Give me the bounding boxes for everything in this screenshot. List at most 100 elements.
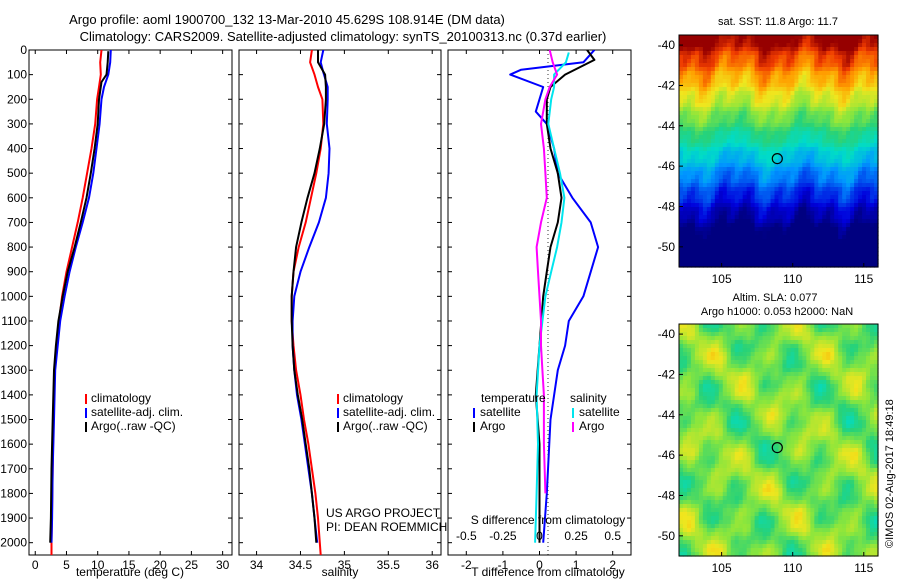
heatmap-cell — [814, 203, 819, 208]
heatmap-cell — [818, 336, 823, 341]
heatmap-cell — [818, 388, 823, 393]
heatmap-cell — [778, 384, 784, 389]
heatmap-cell — [706, 35, 712, 40]
heatmap-cell — [834, 35, 839, 40]
heatmap-cell — [762, 372, 768, 377]
heatmap-cell — [866, 99, 871, 104]
heatmap-cell — [846, 396, 851, 401]
heatmap-cell — [694, 360, 700, 365]
heatmap-cell — [826, 191, 831, 196]
heatmap-cell — [858, 332, 863, 337]
heatmap-cell — [822, 396, 827, 401]
heatmap-cell — [738, 392, 744, 397]
heatmap-cell — [786, 384, 792, 389]
heatmap-cell — [818, 183, 823, 188]
heatmap-cell — [738, 416, 744, 421]
heatmap-cell — [742, 51, 748, 56]
heatmap-cell — [714, 376, 720, 381]
heatmap-cell — [722, 388, 728, 393]
heatmap-cell — [834, 203, 839, 208]
heatmap-cell — [694, 255, 700, 260]
heatmap-cell — [850, 187, 855, 192]
heatmap-cell — [854, 51, 859, 56]
heatmap-cell — [734, 227, 740, 232]
heatmap-cell — [782, 63, 788, 68]
heatmap-cell — [838, 404, 843, 409]
heatmap-cell — [842, 87, 847, 92]
heatmap-cell — [830, 392, 835, 397]
heatmap-cell — [802, 99, 807, 104]
heatmap-cell — [814, 396, 819, 401]
heatmap-cell — [850, 384, 855, 389]
heatmap-cell — [854, 239, 859, 244]
heatmap-cell — [822, 348, 827, 353]
heatmap-cell — [750, 199, 756, 204]
heatmap-cell — [862, 147, 867, 152]
heatmap-cell — [862, 372, 867, 377]
heatmap-cell — [730, 328, 736, 333]
heatmap-cell — [702, 111, 708, 116]
heatmap-cell — [830, 75, 835, 80]
heatmap-cell — [842, 211, 847, 216]
heatmap-cell — [679, 203, 684, 208]
heatmap-cell — [750, 340, 756, 345]
heatmap-cell — [742, 356, 748, 361]
heatmap-cell — [770, 167, 776, 172]
heatmap-cell — [750, 420, 756, 425]
heatmap-cell — [770, 223, 776, 228]
heatmap-cell — [842, 352, 847, 357]
heatmap-cell — [802, 344, 807, 349]
heatmap-cell — [679, 187, 684, 192]
heatmap-cell — [714, 47, 720, 52]
heatmap-cell — [846, 352, 851, 357]
heatmap-cell — [679, 440, 684, 445]
heatmap-cell — [826, 464, 831, 469]
heatmap-cell — [774, 123, 780, 128]
heatmap-cell — [718, 223, 724, 228]
heatmap-cell — [806, 219, 811, 224]
heatmap-cell — [866, 460, 871, 465]
heatmap-cell — [870, 39, 875, 44]
heatmap-cell — [734, 251, 740, 256]
heatmap-cell — [870, 115, 875, 120]
heatmap-cell — [750, 111, 756, 116]
heatmap-cell — [862, 251, 867, 256]
heatmap-cell — [698, 155, 704, 160]
heatmap-cell — [822, 127, 827, 132]
heatmap-cell — [830, 47, 835, 52]
heatmap-cell — [818, 392, 823, 397]
heatmap-cell — [842, 247, 847, 252]
heatmap-cell — [730, 235, 736, 240]
heatmap-cell — [814, 231, 819, 236]
heatmap-cell — [794, 448, 799, 453]
heatmap-cell — [734, 143, 740, 148]
sst-map-title: sat. SST: 11.8 Argo: 11.7 — [718, 16, 838, 28]
heatmap-cell — [679, 428, 684, 433]
heatmap-cell — [722, 163, 728, 168]
heatmap-cell — [710, 91, 716, 96]
heatmap-cell — [682, 336, 688, 341]
heatmap-cell — [706, 159, 712, 164]
heatmap-cell — [702, 179, 708, 184]
heatmap-cell — [718, 167, 724, 172]
heatmap-cell — [758, 368, 764, 373]
heatmap-cell — [854, 135, 859, 140]
heatmap-cell — [758, 428, 764, 433]
heatmap-cell — [834, 123, 839, 128]
heatmap-cell — [698, 135, 704, 140]
heatmap-cell — [682, 235, 688, 240]
heatmap-cell — [818, 328, 823, 333]
heatmap-cell — [826, 143, 831, 148]
heatmap-cell — [718, 364, 724, 369]
heatmap-cell — [874, 111, 879, 116]
heatmap-cell — [826, 107, 831, 112]
heatmap-cell — [754, 103, 760, 108]
heatmap-cell — [862, 135, 867, 140]
heatmap-cell — [814, 43, 819, 48]
heatmap-cell — [758, 75, 764, 80]
heatmap-cell — [702, 239, 708, 244]
heatmap-cell — [794, 263, 799, 268]
heatmap-cell — [698, 111, 704, 116]
heatmap-cell — [698, 392, 704, 397]
heatmap-cell — [730, 207, 736, 212]
